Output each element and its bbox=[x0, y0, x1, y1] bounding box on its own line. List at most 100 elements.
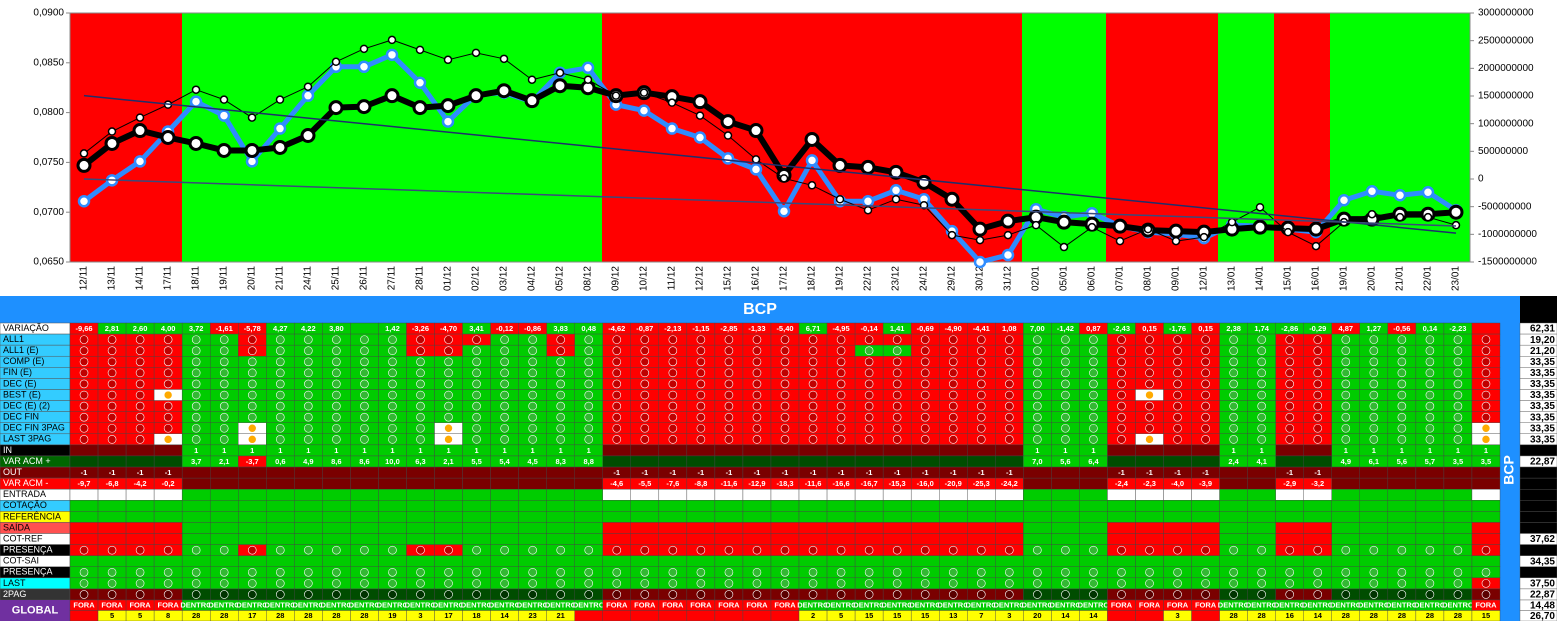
status-dot bbox=[1229, 390, 1238, 400]
status-dot bbox=[388, 346, 397, 356]
cell-value: 5 bbox=[138, 611, 142, 620]
table-cell bbox=[69, 511, 99, 523]
table-cell bbox=[378, 500, 407, 512]
x-tick-label: 17/12 bbox=[779, 266, 790, 291]
table-cell bbox=[686, 444, 716, 457]
table-cell bbox=[1247, 466, 1276, 479]
x-tick-label: 21/11 bbox=[275, 266, 286, 291]
cell-value: 0,15 bbox=[1198, 324, 1213, 333]
series-line bbox=[83, 39, 1457, 248]
status-dot bbox=[892, 379, 902, 389]
table-cell bbox=[1247, 555, 1276, 567]
table-cell bbox=[350, 533, 379, 545]
table-cell bbox=[1219, 466, 1248, 479]
cell-value: FORA bbox=[158, 601, 180, 610]
status-dot bbox=[1117, 368, 1126, 378]
x-tick-label: 02/01 bbox=[1031, 266, 1042, 291]
table-cell bbox=[658, 533, 688, 545]
status-dot bbox=[556, 379, 565, 389]
table-cell bbox=[1079, 533, 1108, 545]
series-marker bbox=[471, 48, 481, 58]
status-dot bbox=[360, 423, 369, 433]
cell-value: -15,3 bbox=[889, 479, 906, 488]
cell-value: -1,15 bbox=[692, 324, 709, 333]
series-marker bbox=[583, 75, 593, 84]
table-cell bbox=[462, 477, 491, 490]
status-dot bbox=[304, 401, 313, 411]
total-value: 26,70 bbox=[1530, 611, 1555, 621]
status-dot bbox=[1117, 590, 1126, 599]
status-dot bbox=[920, 335, 930, 344]
table-cell bbox=[69, 610, 99, 621]
status-dot bbox=[1285, 368, 1295, 378]
table-cell bbox=[882, 555, 912, 567]
table-cell bbox=[854, 444, 884, 457]
table-cell bbox=[1303, 555, 1332, 567]
status-dot bbox=[444, 590, 453, 599]
series-marker bbox=[189, 95, 203, 108]
table-cell bbox=[69, 533, 99, 545]
x-tick-label: 22/12 bbox=[863, 266, 874, 291]
cell-value: -1 bbox=[109, 468, 116, 477]
cell-value: 1 bbox=[1232, 446, 1236, 455]
status-dot bbox=[612, 368, 622, 378]
total-cell bbox=[1519, 522, 1557, 534]
status-dot bbox=[247, 423, 257, 433]
status-dot bbox=[444, 545, 453, 555]
y-tick-label: 0,0750 bbox=[33, 157, 64, 168]
table-cell bbox=[1135, 533, 1164, 545]
table-cell bbox=[1415, 511, 1445, 523]
cell-value: 0,48 bbox=[581, 324, 596, 333]
status-dot bbox=[808, 335, 818, 344]
cell-value: DENTRO bbox=[1246, 601, 1278, 610]
table-cell bbox=[1359, 511, 1389, 523]
table-cell bbox=[1023, 466, 1052, 479]
cell-value: 28 bbox=[192, 611, 200, 620]
table-cell bbox=[1051, 533, 1080, 545]
status-dot bbox=[612, 335, 622, 344]
cell-value: -9,7 bbox=[78, 479, 91, 488]
status-dot bbox=[1481, 567, 1491, 577]
table-cell bbox=[882, 522, 912, 534]
series-marker bbox=[191, 85, 201, 94]
cell-value: -1 bbox=[1202, 468, 1209, 477]
status-dot bbox=[808, 435, 818, 444]
x-tick-label: 20/11 bbox=[247, 266, 258, 291]
status-dot bbox=[1481, 545, 1491, 555]
status-dot bbox=[416, 346, 425, 356]
status-dot bbox=[752, 590, 762, 599]
status-dot bbox=[696, 335, 706, 344]
table-cell bbox=[1415, 500, 1445, 512]
series-marker bbox=[468, 88, 484, 104]
status-dot bbox=[1481, 379, 1491, 389]
cell-value: DENTRO bbox=[236, 601, 268, 610]
y2-tick-label: 500000000 bbox=[1478, 146, 1528, 157]
table-cell bbox=[1079, 500, 1108, 512]
status-dot bbox=[780, 390, 790, 400]
status-dot bbox=[612, 590, 622, 599]
status-dot bbox=[1005, 379, 1014, 389]
x-tick-label: 16/12 bbox=[751, 266, 762, 291]
series-marker bbox=[244, 142, 260, 158]
series-marker bbox=[832, 157, 848, 173]
status-dot bbox=[416, 423, 425, 433]
table-cell bbox=[995, 455, 1024, 468]
table-cell bbox=[1471, 466, 1501, 479]
cell-value: -1,76 bbox=[1169, 324, 1186, 333]
status-dot bbox=[556, 545, 565, 555]
row-label: REFERÊNCIA bbox=[3, 511, 61, 521]
y2-tick-label: -1500000000 bbox=[1478, 257, 1537, 268]
status-dot bbox=[1257, 579, 1266, 588]
table-cell bbox=[910, 533, 940, 545]
row-label: COT-REF bbox=[3, 533, 43, 543]
status-dot bbox=[892, 401, 902, 411]
series-marker bbox=[1421, 186, 1435, 199]
x-tick-label: 19/11 bbox=[219, 266, 230, 291]
status-dot bbox=[1341, 567, 1351, 577]
status-dot bbox=[976, 335, 986, 344]
status-dot bbox=[668, 435, 678, 444]
table-cell bbox=[1079, 489, 1108, 501]
table-cell bbox=[209, 466, 239, 479]
status-dot bbox=[1397, 579, 1407, 588]
table-cell bbox=[1387, 500, 1417, 512]
